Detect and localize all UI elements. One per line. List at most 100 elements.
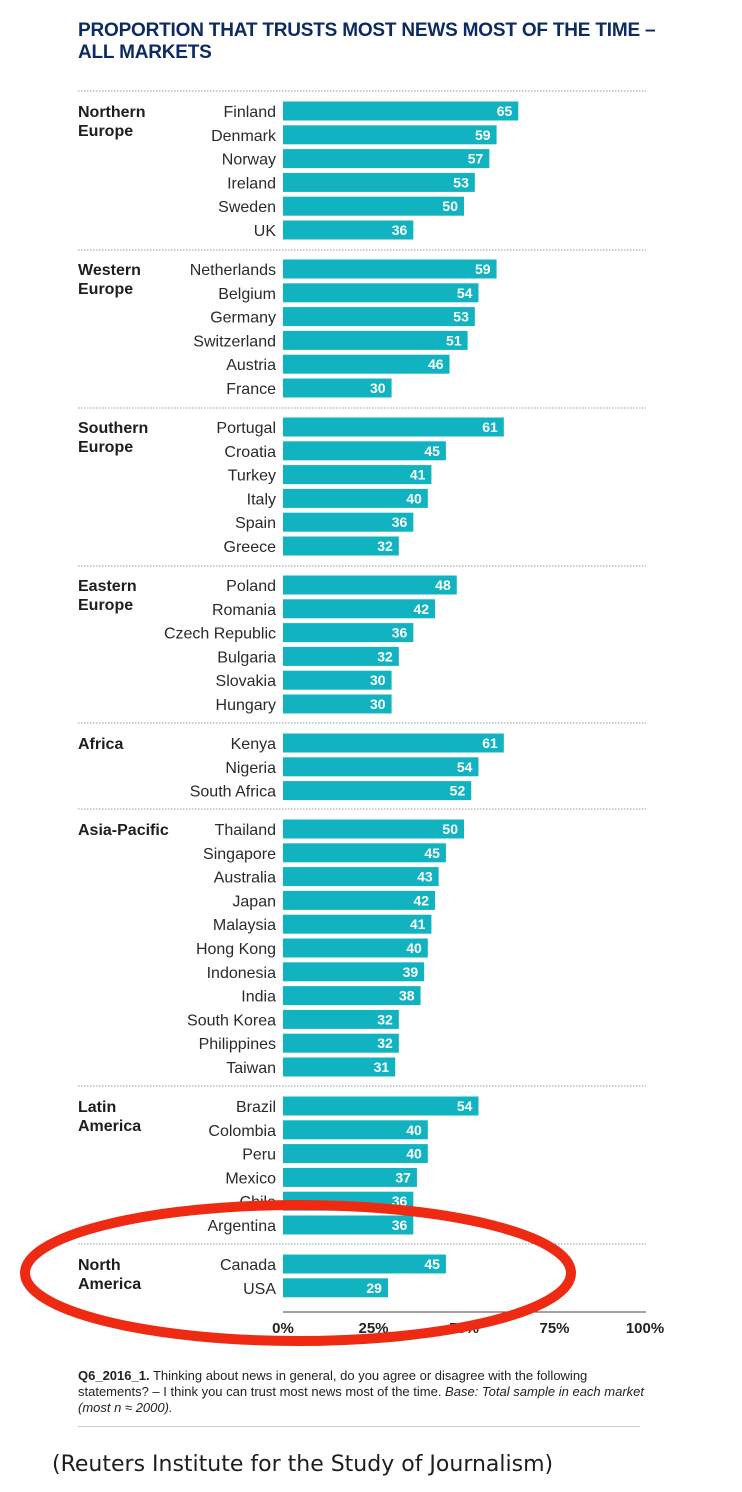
footnote-divider bbox=[78, 1426, 640, 1427]
country-label: South Korea bbox=[187, 1012, 276, 1029]
value-label: 45 bbox=[424, 845, 440, 861]
footnote-code: Q6_2016_1. bbox=[78, 1368, 150, 1383]
footnote-text: Thinking about news in general, do you a… bbox=[78, 1368, 588, 1399]
value-label: 54 bbox=[457, 1098, 473, 1114]
country-label: Denmark bbox=[211, 128, 277, 145]
bar bbox=[283, 220, 414, 240]
country-label: Finland bbox=[224, 104, 276, 121]
value-label: 59 bbox=[475, 261, 491, 277]
value-label: 43 bbox=[417, 869, 433, 885]
country-label: Turkey bbox=[228, 468, 276, 485]
country-label: Colombia bbox=[208, 1123, 276, 1140]
value-label: 45 bbox=[424, 1256, 440, 1272]
bar bbox=[283, 1167, 417, 1187]
footnote-base: Base: Total sample in each market (most … bbox=[78, 1384, 645, 1415]
country-label: Greece bbox=[224, 539, 277, 556]
country-label: Kenya bbox=[231, 736, 276, 753]
country-label: Hungary bbox=[216, 697, 276, 714]
bar bbox=[283, 101, 519, 121]
bar bbox=[283, 1144, 428, 1164]
value-label: 41 bbox=[410, 467, 426, 483]
value-label: 39 bbox=[403, 964, 419, 980]
bar bbox=[283, 354, 450, 374]
bar bbox=[283, 938, 428, 958]
value-label: 40 bbox=[406, 940, 422, 956]
value-label: 65 bbox=[497, 103, 513, 119]
value-label: 54 bbox=[457, 285, 473, 301]
country-label: Thailand bbox=[215, 822, 276, 839]
value-label: 45 bbox=[424, 443, 440, 459]
bar bbox=[283, 623, 414, 643]
country-label: Nigeria bbox=[225, 760, 276, 777]
bar bbox=[283, 465, 432, 485]
country-label: South Africa bbox=[190, 784, 276, 801]
country-label: Canada bbox=[220, 1257, 276, 1274]
bar bbox=[283, 441, 446, 461]
country-label: Indonesia bbox=[207, 965, 276, 982]
bar bbox=[283, 575, 457, 595]
value-label: 41 bbox=[410, 916, 426, 932]
x-tick-label: 25% bbox=[358, 1320, 388, 1337]
value-label: 50 bbox=[442, 198, 458, 214]
country-label: Bulgaria bbox=[217, 649, 276, 666]
value-label: 30 bbox=[370, 696, 386, 712]
bar bbox=[283, 125, 497, 145]
country-label: Sweden bbox=[218, 199, 276, 216]
value-label: 32 bbox=[377, 538, 393, 554]
value-label: 54 bbox=[457, 759, 473, 775]
country-label: Croatia bbox=[224, 444, 276, 461]
bar bbox=[283, 259, 497, 279]
region-label: Latin America bbox=[78, 1099, 141, 1135]
value-label: 46 bbox=[428, 356, 444, 372]
region-label: Eastern Europe bbox=[78, 578, 137, 614]
bar bbox=[283, 417, 504, 437]
country-label: Czech Republic bbox=[164, 626, 276, 643]
bar bbox=[283, 196, 464, 216]
country-label: Belgium bbox=[218, 286, 276, 303]
value-label: 50 bbox=[442, 821, 458, 837]
bar bbox=[283, 1254, 446, 1274]
country-label: Spain bbox=[235, 515, 276, 532]
country-label: Austria bbox=[226, 357, 276, 374]
country-label: Mexico bbox=[225, 1170, 276, 1187]
region-label: North America bbox=[78, 1257, 141, 1293]
country-label: Hong Kong bbox=[196, 941, 276, 958]
bar bbox=[283, 330, 468, 350]
value-label: 59 bbox=[475, 127, 491, 143]
value-label: 30 bbox=[370, 380, 386, 396]
bar bbox=[283, 670, 392, 690]
bar bbox=[283, 488, 428, 508]
footnote: Q6_2016_1. Thinking about news in genera… bbox=[78, 1368, 648, 1416]
bar bbox=[283, 172, 475, 192]
bar bbox=[283, 1033, 399, 1053]
country-label: Netherlands bbox=[190, 262, 276, 279]
country-label: Switzerland bbox=[193, 333, 276, 350]
x-tick-label: 75% bbox=[539, 1320, 569, 1337]
country-label: Japan bbox=[232, 893, 276, 910]
country-label: India bbox=[241, 989, 276, 1006]
value-label: 36 bbox=[392, 514, 408, 530]
highlight-ellipse bbox=[20, 1200, 576, 1346]
country-label: USA bbox=[243, 1281, 276, 1298]
value-label: 29 bbox=[366, 1280, 382, 1296]
country-label: Singapore bbox=[203, 846, 276, 863]
value-label: 37 bbox=[395, 1169, 411, 1185]
value-label: 51 bbox=[446, 332, 462, 348]
value-label: 53 bbox=[453, 309, 469, 325]
value-label: 32 bbox=[377, 1035, 393, 1051]
region-label: Africa bbox=[78, 736, 123, 753]
value-label: 36 bbox=[392, 222, 408, 238]
country-label: Germany bbox=[210, 310, 276, 327]
country-label: Argentina bbox=[208, 1218, 277, 1235]
bar bbox=[283, 1096, 479, 1116]
bar bbox=[283, 599, 436, 619]
bar bbox=[283, 757, 479, 777]
value-label: 53 bbox=[453, 174, 469, 190]
country-label: Poland bbox=[226, 578, 276, 595]
region-label: Western Europe bbox=[78, 262, 141, 298]
bar bbox=[283, 694, 392, 714]
country-label: Peru bbox=[242, 1147, 276, 1164]
value-label: 32 bbox=[377, 648, 393, 664]
value-label: 61 bbox=[482, 419, 498, 435]
value-label: 36 bbox=[392, 625, 408, 641]
